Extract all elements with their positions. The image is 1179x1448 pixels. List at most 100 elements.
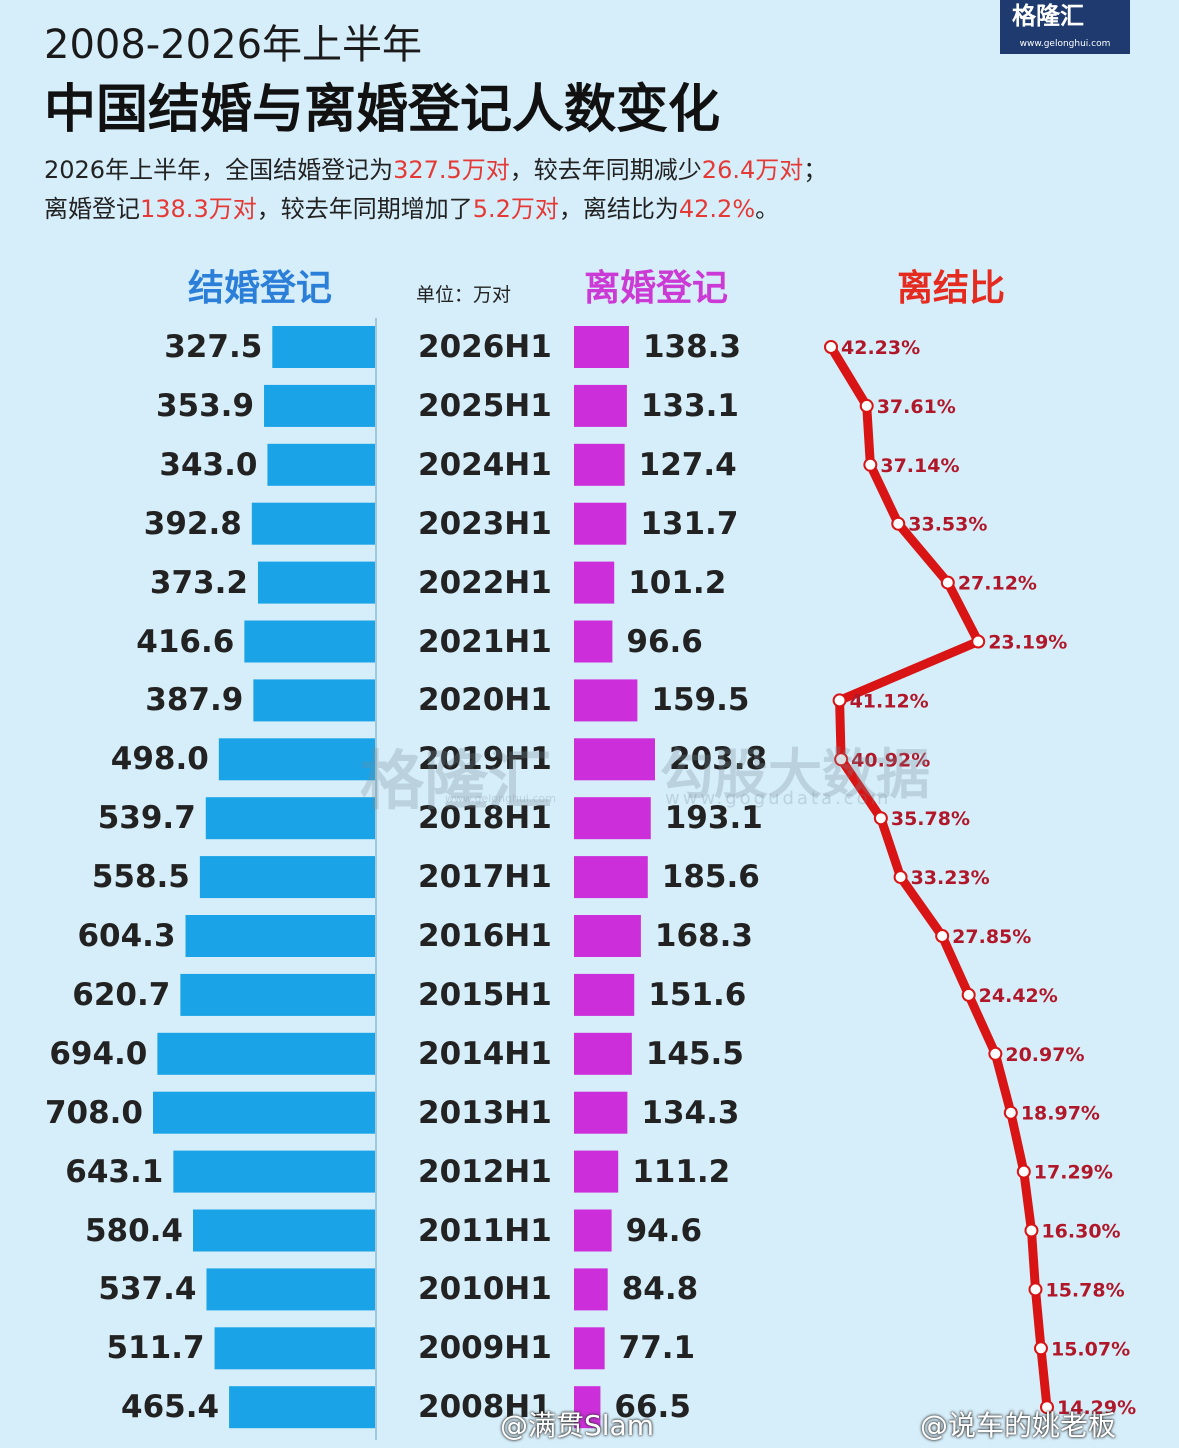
watermark-gogudata-url: www.gogudata.com bbox=[665, 788, 892, 809]
marriage-bar bbox=[206, 1268, 375, 1311]
divorce-value-label: 193.1 bbox=[664, 800, 763, 837]
summary-line-1: 2026年上半年，全国结婚登记为327.5万对，较去年同期减少26.4万对； bbox=[44, 154, 827, 186]
ratio-value-label: 42.23% bbox=[841, 337, 920, 359]
ratio-value-label: 33.53% bbox=[908, 514, 987, 536]
ratio-column-header: 离结比 bbox=[897, 268, 1006, 309]
ratio-point bbox=[935, 929, 950, 943]
period-label: 2018H1 bbox=[418, 800, 552, 837]
divorce-bar bbox=[574, 797, 651, 840]
summary-text: ，较去年同期减少 bbox=[509, 156, 702, 184]
marriage-bar bbox=[272, 326, 375, 368]
marriage-value-label: 373.2 bbox=[149, 564, 248, 601]
ratio-value-label: 37.14% bbox=[880, 455, 959, 477]
logo-text: 格隆汇 bbox=[1012, 2, 1084, 30]
period-label: 2023H1 bbox=[418, 505, 552, 542]
marriage-bar bbox=[173, 1150, 375, 1193]
ratio-value-label: 16.30% bbox=[1041, 1221, 1120, 1243]
period-label: 2025H1 bbox=[418, 387, 552, 424]
watermark-gelonghui: 格隆汇 bbox=[360, 745, 552, 819]
ratio-point bbox=[863, 457, 878, 472]
chart-title: 中国结婚与离婚登记人数变化 bbox=[44, 80, 721, 140]
marriage-value-label: 387.9 bbox=[145, 682, 244, 719]
marriage-bar bbox=[253, 679, 375, 722]
divorce-value-label: 101.2 bbox=[628, 564, 727, 601]
marriage-bar bbox=[229, 1386, 375, 1429]
divorce-value-label: 133.1 bbox=[640, 387, 739, 424]
marriage-bar bbox=[257, 561, 375, 604]
marriage-value-label: 539.7 bbox=[97, 800, 196, 837]
marriage-bar bbox=[199, 856, 375, 899]
logo-url: www.gelonghui.com bbox=[1019, 39, 1111, 49]
ratio-point bbox=[824, 340, 838, 354]
period-label: 2011H1 bbox=[418, 1212, 552, 1249]
ratio-point bbox=[1003, 1105, 1018, 1120]
divorce-bar bbox=[574, 1327, 605, 1370]
divorce-value-label: 168.3 bbox=[654, 918, 753, 954]
ratio-value-label: 37.61% bbox=[877, 396, 956, 418]
divorce-bar bbox=[574, 502, 627, 545]
marriage-value-label: 416.6 bbox=[136, 623, 235, 660]
marriage-value-label: 708.0 bbox=[44, 1094, 143, 1131]
ratio-value-label: 33.23% bbox=[911, 867, 990, 889]
period-label: 2021H1 bbox=[418, 623, 552, 660]
ratio-point bbox=[891, 516, 906, 531]
chart-subtitle: 2008-2026年上半年 bbox=[44, 22, 423, 68]
marriage-value-label: 537.4 bbox=[98, 1271, 197, 1308]
marriage-bar bbox=[180, 973, 375, 1016]
ratio-value-label: 20.97% bbox=[1005, 1044, 1084, 1066]
period-label: 2012H1 bbox=[418, 1153, 552, 1190]
logo: 格隆汇 www.gelonghui.com bbox=[1000, 0, 1130, 54]
period-label: 2009H1 bbox=[418, 1330, 552, 1367]
summary-highlight: 5.2万对 bbox=[472, 195, 559, 223]
divorce-bar bbox=[574, 1268, 608, 1311]
summary-text: ，较去年同期增加了 bbox=[256, 195, 473, 223]
marriage-value-label: 327.5 bbox=[164, 329, 263, 365]
marriage-value-label: 465.4 bbox=[121, 1389, 220, 1426]
marriage-value-label: 643.1 bbox=[65, 1153, 164, 1190]
divorce-value-label: 77.1 bbox=[618, 1330, 696, 1367]
divorce-bar bbox=[574, 1150, 619, 1193]
divorce-value-label: 94.6 bbox=[625, 1212, 703, 1249]
period-label: 2019H1 bbox=[418, 741, 552, 778]
summary-text: 。 bbox=[755, 195, 780, 223]
summary-highlight: 26.4万对 bbox=[701, 156, 804, 184]
ratio-value-label: 41.12% bbox=[850, 690, 929, 712]
marriage-value-label: 498.0 bbox=[110, 741, 209, 778]
marriage-bar bbox=[218, 738, 375, 781]
ratio-value-label: 15.78% bbox=[1045, 1279, 1124, 1301]
marriage-column-header: 结婚登记 bbox=[188, 268, 333, 309]
marriage-value-label: 620.7 bbox=[72, 976, 171, 1013]
divorce-value-label: 84.8 bbox=[621, 1271, 699, 1308]
marriage-bar bbox=[214, 1327, 375, 1370]
ratio-point bbox=[834, 752, 849, 767]
ratio-point bbox=[1016, 1164, 1031, 1179]
divorce-bar bbox=[574, 1032, 632, 1075]
divorce-bar bbox=[574, 326, 629, 368]
divorce-bar bbox=[574, 620, 613, 663]
watermark-gelonghui-url: www.gelonghui.com bbox=[445, 792, 556, 805]
ratio-value-label: 35.78% bbox=[891, 808, 970, 830]
divorce-value-label: 66.5 bbox=[614, 1389, 691, 1426]
marriage-bar bbox=[205, 797, 375, 840]
ratio-point bbox=[971, 634, 986, 649]
divorce-value-label: 185.6 bbox=[661, 859, 760, 896]
period-label: 2015H1 bbox=[418, 976, 552, 1013]
ratio-value-label: 27.12% bbox=[958, 573, 1037, 595]
divorce-value-label: 111.2 bbox=[632, 1153, 731, 1190]
ratio-point bbox=[1028, 1282, 1043, 1297]
period-label: 2017H1 bbox=[418, 859, 552, 896]
period-label: 2008H1 bbox=[418, 1389, 552, 1426]
watermark-gogudata: 勾股大数据 bbox=[660, 743, 930, 806]
marriage-value-label: 580.4 bbox=[84, 1212, 183, 1249]
divorce-value-label: 131.7 bbox=[640, 505, 739, 542]
ratio-value-label: 14.29% bbox=[1057, 1397, 1136, 1419]
period-label: 2022H1 bbox=[418, 564, 552, 601]
marriage-bar bbox=[251, 502, 375, 545]
ratio-point bbox=[1024, 1223, 1039, 1238]
divorce-bar bbox=[574, 856, 648, 899]
divorce-bar bbox=[574, 915, 641, 957]
divorce-value-label: 145.5 bbox=[645, 1035, 744, 1072]
marriage-bar bbox=[185, 915, 375, 957]
divorce-bar bbox=[574, 384, 627, 427]
divorce-value-label: 203.8 bbox=[669, 741, 768, 778]
